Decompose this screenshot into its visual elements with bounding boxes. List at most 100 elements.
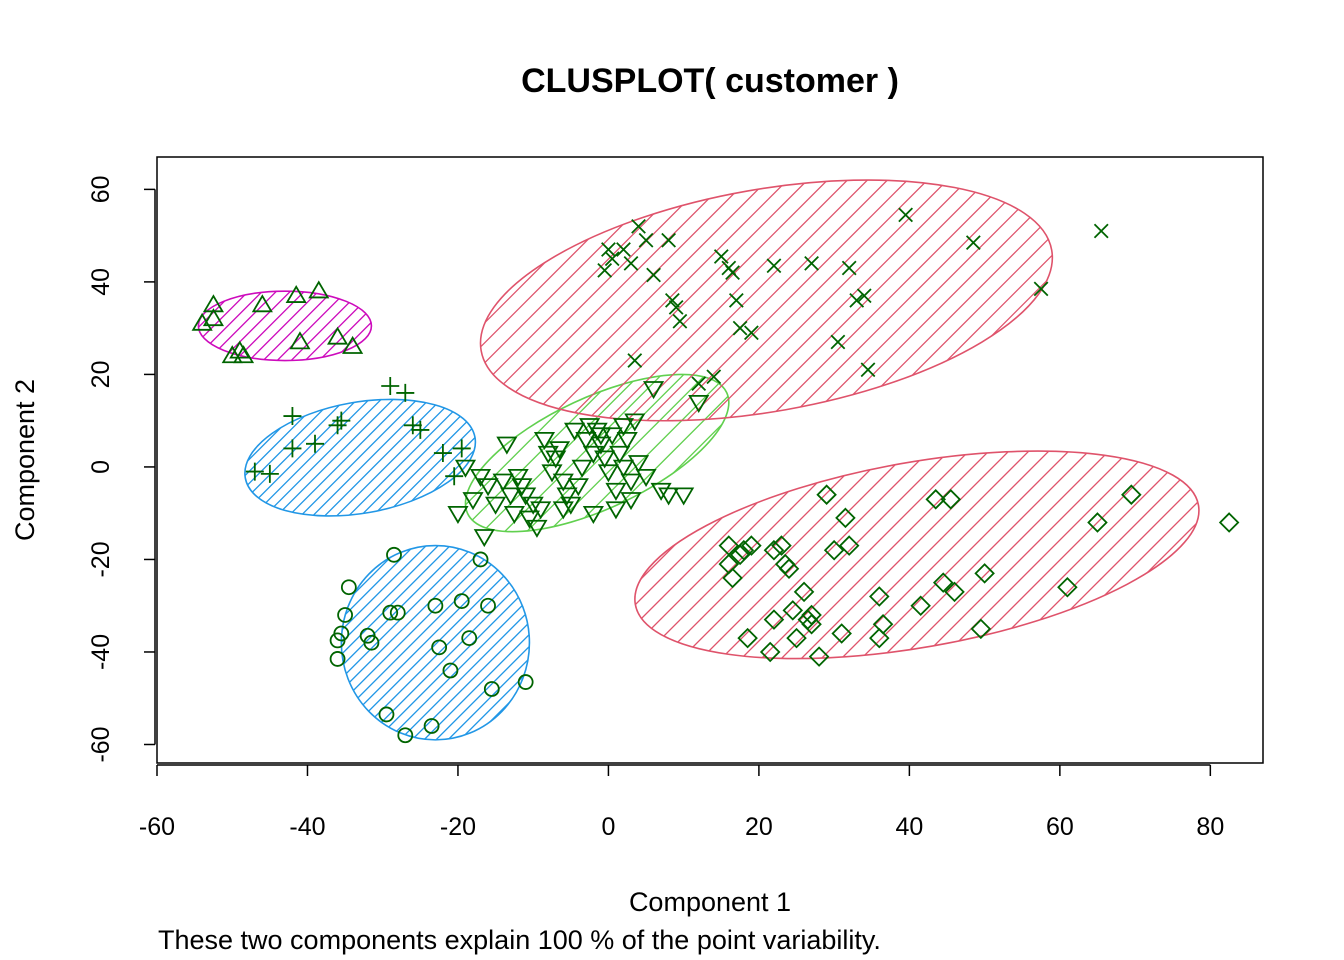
data-point xyxy=(974,563,995,584)
data-point xyxy=(378,706,395,723)
data-point xyxy=(616,431,638,450)
data-point xyxy=(771,535,792,556)
data-point xyxy=(808,646,830,667)
data-point xyxy=(1218,512,1240,533)
data-point xyxy=(673,487,695,506)
data-point xyxy=(732,320,748,336)
data-point xyxy=(1121,484,1142,505)
data-point xyxy=(743,325,759,341)
data-point xyxy=(925,489,946,510)
chart-title: CLUSPLOT( customer ) xyxy=(521,62,899,100)
data-point xyxy=(869,586,890,607)
data-point xyxy=(511,478,533,497)
y-tick-label: 40 xyxy=(87,268,115,296)
data-point xyxy=(733,539,755,561)
x-tick-label: -60 xyxy=(139,813,175,841)
plot-frame xyxy=(156,156,1264,764)
data-point xyxy=(801,613,822,635)
data-point xyxy=(483,681,500,697)
data-point xyxy=(469,468,492,487)
cluster-points xyxy=(191,207,1240,744)
data-point xyxy=(202,308,225,327)
data-point xyxy=(507,468,529,487)
data-point xyxy=(221,345,243,364)
data-point xyxy=(831,623,852,644)
data-point xyxy=(713,249,729,264)
data-point xyxy=(823,539,845,561)
data-point xyxy=(285,285,307,303)
data-point xyxy=(552,473,574,492)
data-point xyxy=(232,345,255,364)
data-point xyxy=(522,496,544,515)
data-point xyxy=(472,551,489,568)
data-point xyxy=(646,267,661,283)
x-tick-label: 0 xyxy=(601,813,615,841)
data-point xyxy=(642,381,665,400)
data-point xyxy=(849,293,865,308)
cluster-5-ellipse xyxy=(479,179,1054,422)
data-point xyxy=(601,242,616,257)
data-point xyxy=(759,641,781,663)
data-point xyxy=(283,439,302,458)
data-point xyxy=(582,505,604,524)
data-point xyxy=(326,326,349,345)
x-axis-label: Component 1 xyxy=(629,887,791,917)
cluster-1-ellipse xyxy=(197,290,373,362)
data-point xyxy=(1057,576,1078,598)
x-tick-label: 20 xyxy=(745,813,773,841)
data-point xyxy=(605,501,627,520)
data-point xyxy=(737,627,758,649)
data-point xyxy=(590,427,612,446)
data-point xyxy=(453,593,470,609)
data-point xyxy=(454,459,477,478)
data-point xyxy=(932,572,954,593)
data-point xyxy=(328,416,347,435)
data-point xyxy=(838,535,860,556)
data-point xyxy=(548,441,571,460)
data-point xyxy=(793,581,815,603)
data-point xyxy=(604,251,620,267)
data-point xyxy=(661,232,677,248)
data-point xyxy=(860,362,876,378)
data-point xyxy=(910,595,931,616)
data-point xyxy=(594,450,616,469)
data-point xyxy=(260,464,279,483)
data-point xyxy=(332,411,351,430)
data-point xyxy=(706,369,722,385)
data-point xyxy=(620,473,642,492)
data-point xyxy=(567,478,589,497)
data-point xyxy=(403,416,422,435)
data-point xyxy=(763,609,785,630)
data-point xyxy=(396,383,415,402)
data-point xyxy=(337,607,353,623)
data-point xyxy=(638,232,654,248)
data-point xyxy=(556,487,578,506)
data-point xyxy=(597,464,620,483)
cluster-6-ellipse xyxy=(634,450,1200,660)
data-point xyxy=(616,242,631,257)
data-point xyxy=(763,539,785,561)
data-point xyxy=(869,627,890,649)
data-point xyxy=(245,462,264,481)
data-point xyxy=(804,256,819,271)
data-point xyxy=(560,496,582,515)
data-point xyxy=(411,420,430,439)
data-point xyxy=(612,459,635,478)
data-point xyxy=(452,439,471,458)
x-axis: -60 -40 -20 0 20 40 60 80 xyxy=(139,764,1224,841)
data-point xyxy=(517,674,534,690)
data-point xyxy=(363,634,380,651)
data-point xyxy=(627,353,643,368)
y-tick-label: 60 xyxy=(87,175,115,203)
data-point xyxy=(782,600,804,621)
data-point xyxy=(571,459,593,478)
cluster-1-shading xyxy=(198,291,372,361)
data-point xyxy=(605,482,627,501)
x-tick-label: 80 xyxy=(1196,813,1224,841)
data-point xyxy=(462,492,484,511)
data-point xyxy=(515,487,537,506)
data-point xyxy=(597,262,613,278)
data-point xyxy=(480,597,496,614)
data-point xyxy=(306,434,324,453)
data-point xyxy=(473,529,495,548)
